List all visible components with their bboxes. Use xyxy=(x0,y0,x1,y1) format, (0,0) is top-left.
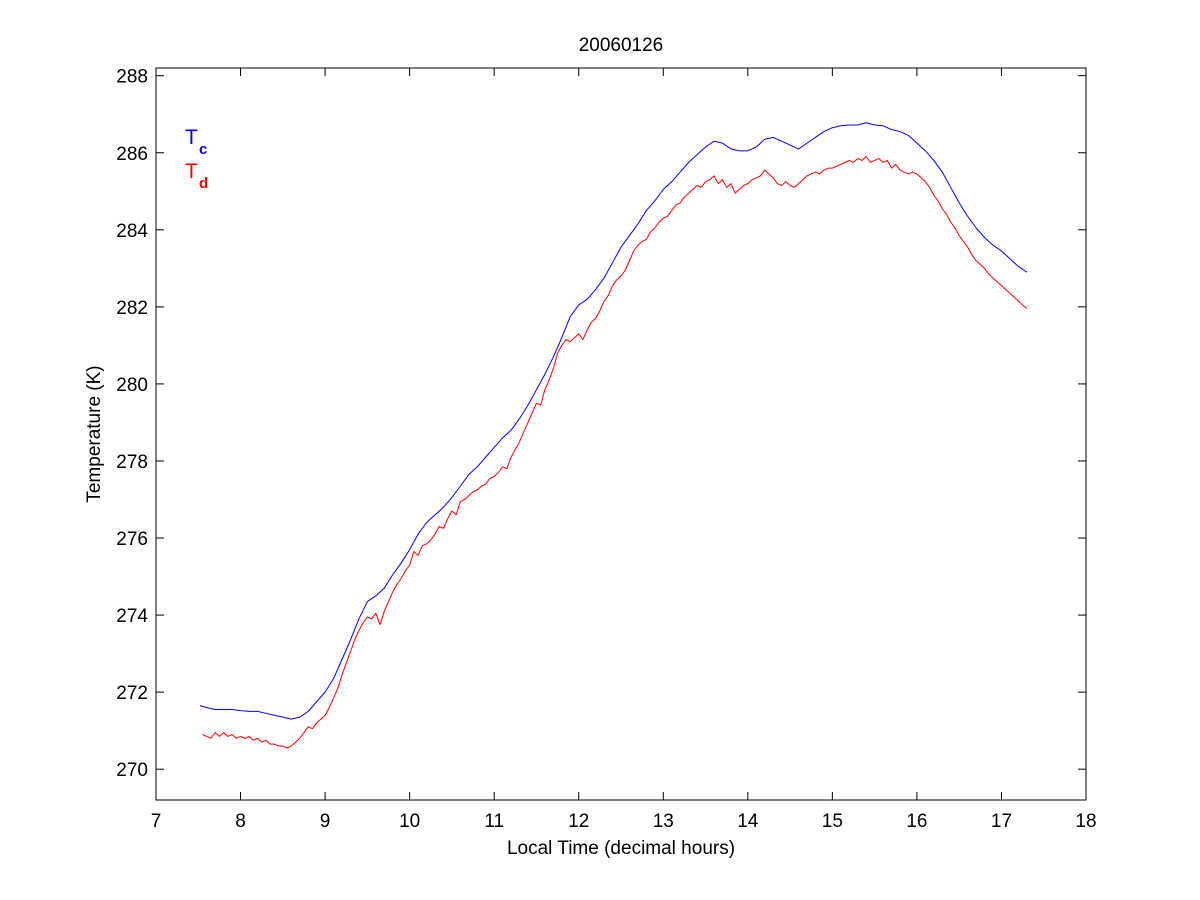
series-layer xyxy=(199,122,1028,749)
series-line-tc xyxy=(199,122,1028,720)
x-tick-label: 10 xyxy=(399,811,420,832)
series-line-td xyxy=(202,156,1028,749)
y-tick-label: 288 xyxy=(116,67,148,88)
y-tick-label: 284 xyxy=(116,221,148,242)
x-tick-label: 14 xyxy=(737,811,759,832)
legend-entry-tc: T xyxy=(185,126,198,149)
legend-subscript: d xyxy=(199,175,208,192)
legend-entry-td: T xyxy=(185,160,198,183)
x-tick-label: 8 xyxy=(235,811,246,832)
legend-subscript: c xyxy=(199,141,207,158)
plot-frame xyxy=(155,67,1087,801)
y-axis: 270 272 274 276 278 280 282 284 286 288 xyxy=(116,67,1086,781)
x-axis: 7 8 9 10 11 12 13 14 15 16 17 18 xyxy=(151,68,1097,832)
x-tick-label: 13 xyxy=(653,811,674,832)
x-tick-label: 11 xyxy=(484,811,504,832)
y-tick-label: 272 xyxy=(116,683,148,704)
x-tick-label: 12 xyxy=(568,811,589,832)
x-tick-label: 18 xyxy=(1075,811,1096,832)
y-tick-label: 276 xyxy=(116,529,148,550)
y-tick-label: 278 xyxy=(116,452,148,473)
x-tick-label: 16 xyxy=(906,811,927,832)
x-tick-label: 15 xyxy=(822,811,843,832)
plot-area xyxy=(155,67,1087,801)
x-tick-label: 17 xyxy=(991,811,1012,832)
x-tick-label: 7 xyxy=(151,811,162,832)
y-tick-label: 286 xyxy=(116,144,148,165)
y-tick-label: 280 xyxy=(116,375,148,396)
x-tick-label: 9 xyxy=(320,811,331,832)
y-tick-label: 270 xyxy=(116,760,148,781)
y-axis-label: Temperature (K) xyxy=(84,365,105,502)
y-tick-label: 274 xyxy=(116,606,148,627)
y-tick-label: 282 xyxy=(116,298,148,319)
chart-title: 20060126 xyxy=(579,35,664,56)
x-axis-label: Local Time (decimal hours) xyxy=(507,838,735,859)
